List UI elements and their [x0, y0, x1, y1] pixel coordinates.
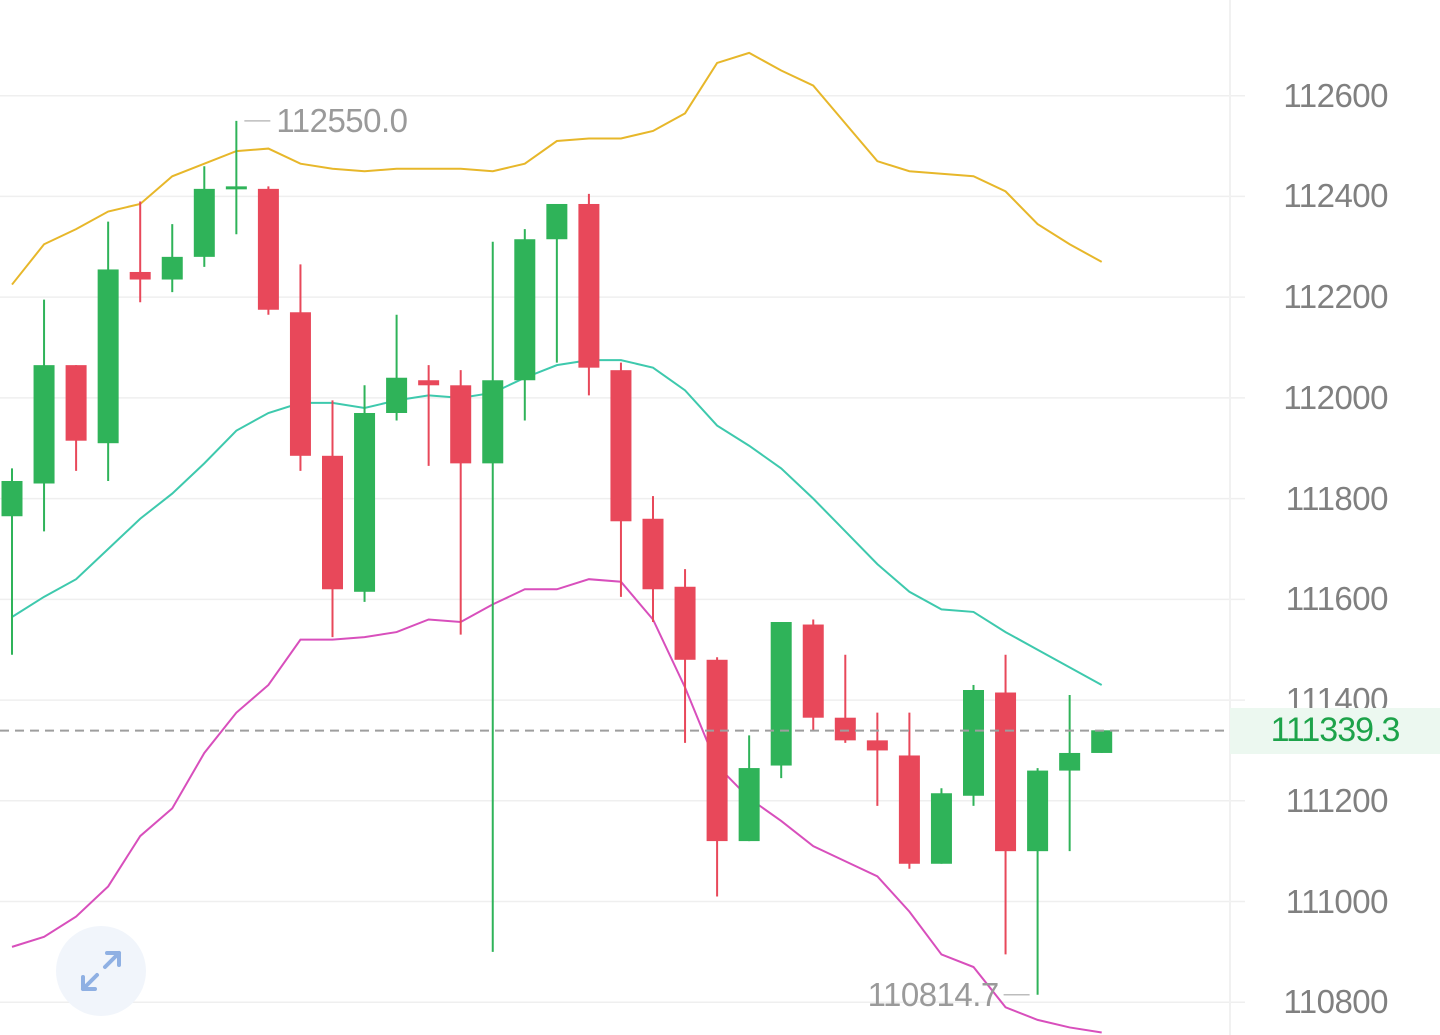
candle-body — [386, 377, 408, 413]
candle-down — [642, 496, 664, 623]
chart-overlays — [0, 120, 1230, 996]
candle-up — [161, 224, 183, 293]
lower-band-line — [11, 578, 1102, 1034]
candle-down — [898, 712, 920, 869]
candle-up — [1059, 695, 1081, 852]
candle-body — [97, 269, 119, 444]
candle-up — [963, 684, 984, 806]
candle-down — [834, 654, 856, 743]
y-tick-label: 112000 — [1283, 378, 1388, 416]
candle-body — [257, 188, 279, 310]
candle-body — [482, 380, 504, 464]
candle-body — [1, 480, 23, 517]
candle-body — [578, 203, 600, 368]
candle-body — [225, 186, 247, 190]
candle-down — [578, 193, 600, 396]
current-price-badge: 111339.3 — [1230, 707, 1440, 754]
candle-up — [193, 166, 215, 267]
y-tick-label: 112400 — [1283, 177, 1388, 215]
candle-body — [450, 385, 472, 464]
candle-down — [706, 657, 728, 897]
candle-body — [866, 740, 888, 751]
candle-up — [546, 203, 568, 363]
candle-up — [386, 314, 408, 421]
candle-up — [354, 385, 376, 602]
candle-body — [770, 622, 792, 766]
candle-up — [225, 120, 247, 235]
candle-up — [482, 241, 504, 952]
candle-body — [289, 312, 311, 456]
candle-up — [738, 735, 760, 842]
high-price-annotation: 112550.0 — [276, 101, 408, 139]
candle-body — [738, 768, 760, 842]
candle-up — [1, 468, 23, 655]
y-tick-label: 111200 — [1285, 781, 1389, 819]
candle-body — [674, 586, 696, 660]
candle-body — [33, 365, 55, 484]
candle-body — [129, 271, 151, 280]
candle-down — [995, 654, 1017, 955]
candle-up — [33, 299, 55, 532]
low-price-annotation: 110814.7 — [867, 975, 1000, 1013]
candle-body — [834, 717, 856, 741]
y-tick-label: 112200 — [1283, 278, 1388, 316]
candle-body — [354, 412, 376, 592]
grid-lines — [0, 94, 1245, 1004]
candle-body — [706, 659, 728, 842]
candle-body — [418, 380, 440, 386]
y-tick-label: 110800 — [1283, 983, 1388, 1021]
candle-body — [514, 239, 536, 381]
candle-body — [65, 365, 87, 441]
candle-down — [610, 362, 632, 597]
y-tick-label: 111000 — [1285, 882, 1389, 920]
candle-body — [802, 624, 824, 718]
candle-up — [514, 229, 536, 421]
candle-down — [674, 569, 696, 743]
upper-band-line — [11, 51, 1103, 286]
candle-down — [289, 264, 311, 471]
candles — [1, 120, 1113, 995]
expand-icon — [81, 951, 121, 991]
expand-button[interactable] — [56, 926, 146, 1016]
candle-body — [930, 793, 952, 864]
candle-up — [930, 788, 952, 864]
candle-down — [322, 400, 343, 638]
candle-body — [963, 690, 984, 796]
y-tick-label: 111600 — [1285, 580, 1389, 618]
middle-band-line — [11, 359, 1103, 686]
candle-body — [610, 370, 632, 522]
candle-down — [450, 370, 472, 635]
y-tick-label: 111800 — [1285, 479, 1389, 517]
candle-up — [1091, 730, 1113, 753]
candle-body — [995, 692, 1017, 852]
y-tick-label: 112600 — [1283, 76, 1388, 114]
candle-body — [1091, 730, 1113, 753]
candle-body — [546, 203, 568, 240]
candle-body — [161, 256, 183, 280]
candle-up — [97, 221, 119, 481]
candle-up — [770, 622, 792, 779]
candle-body — [1027, 770, 1049, 852]
candle-down — [418, 365, 440, 466]
candle-down — [257, 186, 279, 315]
bollinger-bands — [11, 51, 1103, 1034]
candle-body — [898, 755, 920, 864]
candle-body — [642, 518, 664, 590]
candle-body — [193, 188, 215, 257]
candle-down — [802, 619, 824, 731]
candle-body — [322, 455, 343, 590]
candle-up — [1027, 768, 1049, 995]
candle-body — [1059, 752, 1081, 771]
candle-down — [65, 365, 87, 471]
candle-down — [129, 201, 151, 303]
candle-down — [866, 712, 888, 806]
